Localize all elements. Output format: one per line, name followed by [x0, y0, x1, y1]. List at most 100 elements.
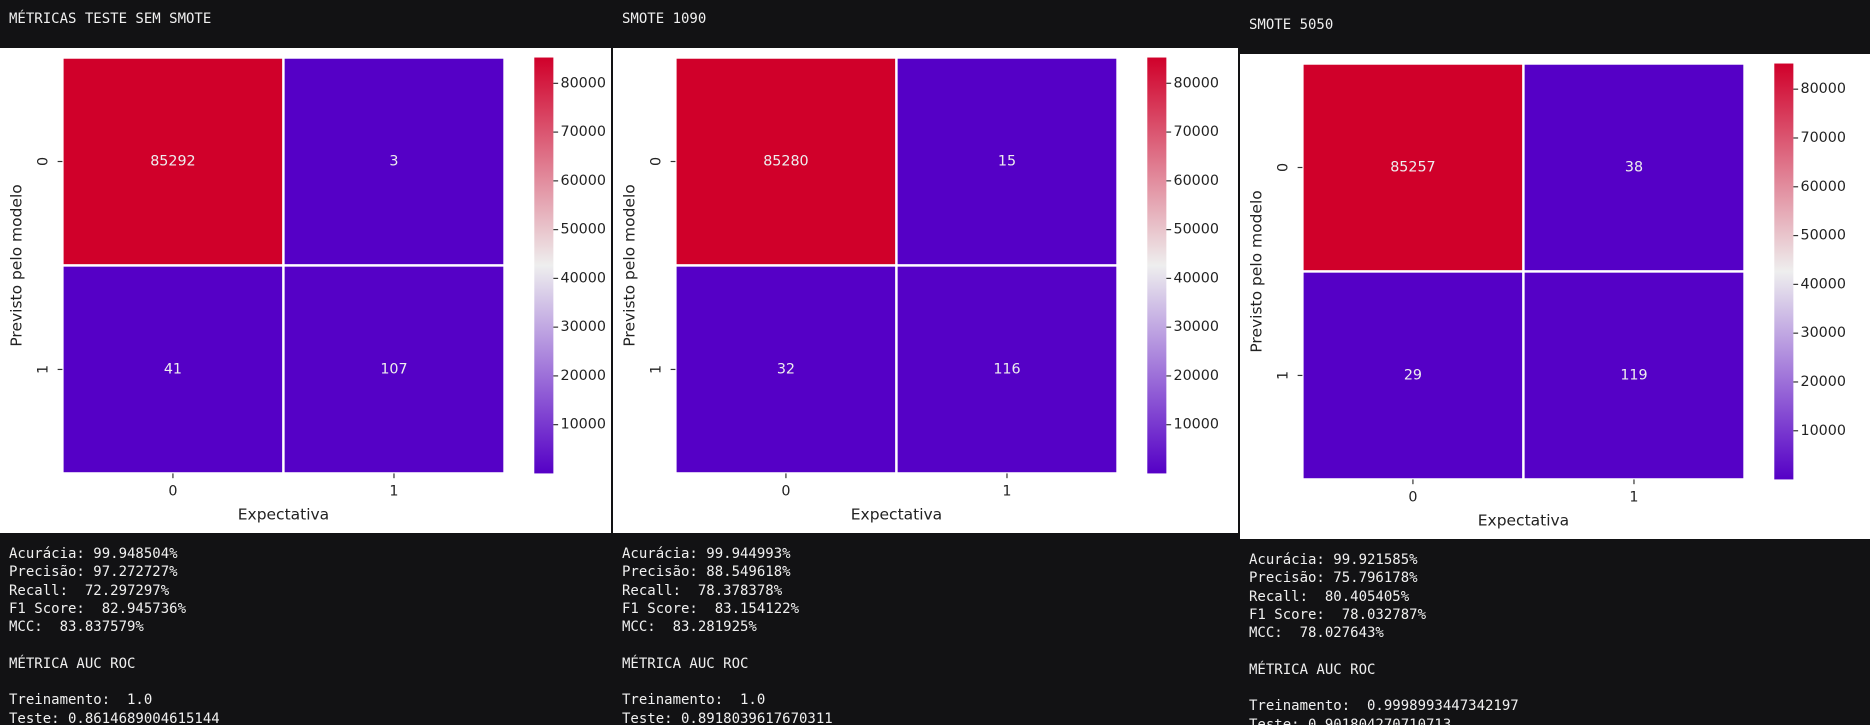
auc-line: Treinamento: 0.9998993447342197 — [1249, 698, 1519, 715]
colorbar-tick-label: 50000 — [1801, 228, 1846, 244]
cell-label: 29 — [1404, 367, 1422, 383]
y-axis-label: Previsto pelo modelo — [1248, 190, 1266, 352]
y-axis-label: Previsto pelo modelo — [621, 184, 639, 346]
colorbar-tick-label: 40000 — [561, 270, 606, 286]
metric-line: Precisão: 88.549618% — [622, 564, 791, 581]
colorbar-tick-label: 70000 — [561, 124, 606, 140]
chart-box: 85280 15 32 116 0 1 0 1 Expectativa Previsto pelo… — [613, 48, 1238, 533]
metric-line: Acurácia: 99.944993% — [622, 546, 791, 562]
chart-box: 85257 38 29 119 0 1 0 1 Expectativa Previsto pelo… — [1240, 54, 1870, 539]
x-axis-label: Expectativa — [1478, 512, 1569, 530]
metric-line: MCC: 83.281925% — [622, 619, 757, 636]
panel-title: MÉTRICAS TESTE SEM SMOTE — [9, 11, 212, 27]
heatmap-cell — [1522, 270, 1746, 481]
x-tick-label: 1 — [1629, 489, 1638, 505]
heatmap-cell — [61, 56, 285, 267]
cell-label: 41 — [164, 361, 182, 377]
colorbar-tick-label: 40000 — [1801, 276, 1846, 292]
heatmap-chart: 85257 38 29 119 0 1 0 1 Expectativa Previsto pelo… — [1248, 62, 1846, 530]
colorbar-tick-label: 30000 — [561, 319, 606, 335]
metric-line: Recall: 78.378378% — [622, 582, 783, 599]
panel: SMOTE 1090 85280 15 32 116 0 1 0 1 Expectativa Pre… — [613, 0, 1238, 725]
y-tick-label: 0 — [648, 157, 664, 166]
colorbar-tick-label: 10000 — [1801, 423, 1846, 439]
colorbar-tick-label: 70000 — [1801, 130, 1846, 146]
colorbar-tick-label: 50000 — [561, 222, 606, 238]
metric-line: Precisão: 75.796178% — [1249, 570, 1418, 587]
metric-line: MCC: 83.837579% — [9, 619, 144, 636]
chart-box: 85292 3 41 107 0 1 0 1 Expectativa Previsto pelo … — [0, 48, 611, 533]
colorbar-tick-label: 10000 — [561, 417, 606, 433]
cell-label: 119 — [1620, 367, 1647, 383]
colorbar-tick-label: 50000 — [1174, 222, 1219, 238]
colorbar-tick-label: 40000 — [1174, 270, 1219, 286]
cell-label: 32 — [777, 361, 795, 377]
heatmap-chart: 85292 3 41 107 0 1 0 1 Expectativa Previsto pelo … — [8, 56, 606, 524]
colorbar-tick-label: 20000 — [1174, 368, 1219, 384]
cell-label: 116 — [993, 361, 1020, 377]
colorbar-tick-label: 80000 — [561, 75, 606, 91]
auc-title: MÉTRICA AUC ROC — [1249, 661, 1376, 678]
heatmap-cell — [1301, 62, 1525, 273]
auc-line: Treinamento: 1.0 — [9, 692, 153, 709]
heatmap-cell — [674, 264, 898, 475]
heatmap-cell — [282, 56, 506, 267]
panel-title: SMOTE 5050 — [1249, 17, 1334, 33]
auc-title: MÉTRICA AUC ROC — [622, 655, 749, 672]
metric-line: Acurácia: 99.921585% — [1249, 552, 1418, 568]
colorbar — [534, 57, 554, 474]
metric-line: F1 Score: 78.032787% — [1249, 606, 1427, 623]
x-tick-label: 1 — [1002, 483, 1011, 499]
colorbar-tick-label: 30000 — [1801, 325, 1846, 341]
metric-line: F1 Score: 83.154122% — [622, 600, 800, 617]
x-tick-label: 0 — [168, 483, 177, 499]
metric-line: Recall: 72.297297% — [9, 582, 170, 599]
panel: SMOTE 5050 85257 38 29 119 0 1 0 1 Expectativa Pre… — [1240, 0, 1870, 725]
y-tick-label: 0 — [35, 157, 51, 166]
auc-title: MÉTRICA AUC ROC — [9, 655, 136, 672]
x-tick-label: 0 — [781, 483, 790, 499]
colorbar-tick-label: 30000 — [1174, 319, 1219, 335]
cell-label: 38 — [1625, 160, 1643, 176]
colorbar-tick-label: 60000 — [1174, 173, 1219, 189]
cell-label: 15 — [998, 154, 1016, 170]
panel: MÉTRICAS TESTE SEM SMOTE 85292 3 41 107 0 1 0 1 E… — [0, 0, 611, 725]
cell-label: 85280 — [763, 154, 808, 170]
colorbar — [1147, 57, 1167, 474]
panel-title: SMOTE 1090 — [622, 11, 707, 27]
auc-line: Teste: 0.8918039617670311 — [622, 710, 833, 725]
metric-line: F1 Score: 82.945736% — [9, 600, 187, 617]
y-tick-label: 1 — [648, 365, 664, 374]
metric-line: Precisão: 97.272727% — [9, 564, 178, 581]
x-axis-label: Expectativa — [238, 506, 329, 524]
heatmap-cell — [1301, 270, 1525, 481]
colorbar-tick-label: 80000 — [1174, 75, 1219, 91]
colorbar-tick-label: 60000 — [561, 173, 606, 189]
cell-label: 3 — [389, 154, 398, 170]
metric-line: Acurácia: 99.948504% — [9, 546, 178, 562]
cell-label: 85257 — [1390, 160, 1435, 176]
cell-label: 107 — [380, 361, 407, 377]
y-tick-label: 1 — [35, 365, 51, 374]
x-axis-label: Expectativa — [851, 506, 942, 524]
x-tick-label: 0 — [1408, 489, 1417, 505]
y-tick-label: 1 — [1275, 371, 1291, 380]
metric-line: Recall: 80.405405% — [1249, 588, 1410, 605]
heatmap-cell — [61, 264, 285, 475]
metric-line: MCC: 78.027643% — [1249, 625, 1384, 642]
heatmap-cell — [282, 264, 506, 475]
colorbar-tick-label: 70000 — [1174, 124, 1219, 140]
heatmap-cell — [895, 264, 1119, 475]
colorbar-tick-label: 10000 — [1174, 417, 1219, 433]
colorbar-tick-label: 80000 — [1801, 81, 1846, 97]
x-tick-label: 1 — [389, 483, 398, 499]
colorbar-tick-label: 20000 — [561, 368, 606, 384]
heatmap-chart: 85280 15 32 116 0 1 0 1 Expectativa Previsto pelo… — [621, 56, 1219, 524]
auc-line: Teste: 0.901804270710713 — [1249, 716, 1452, 725]
heatmap-cell — [1522, 62, 1746, 273]
auc-line: Teste: 0.8614689004615144 — [9, 710, 220, 725]
colorbar-tick-label: 60000 — [1801, 179, 1846, 195]
y-axis-label: Previsto pelo modelo — [8, 184, 26, 346]
colorbar-tick-label: 20000 — [1801, 374, 1846, 390]
